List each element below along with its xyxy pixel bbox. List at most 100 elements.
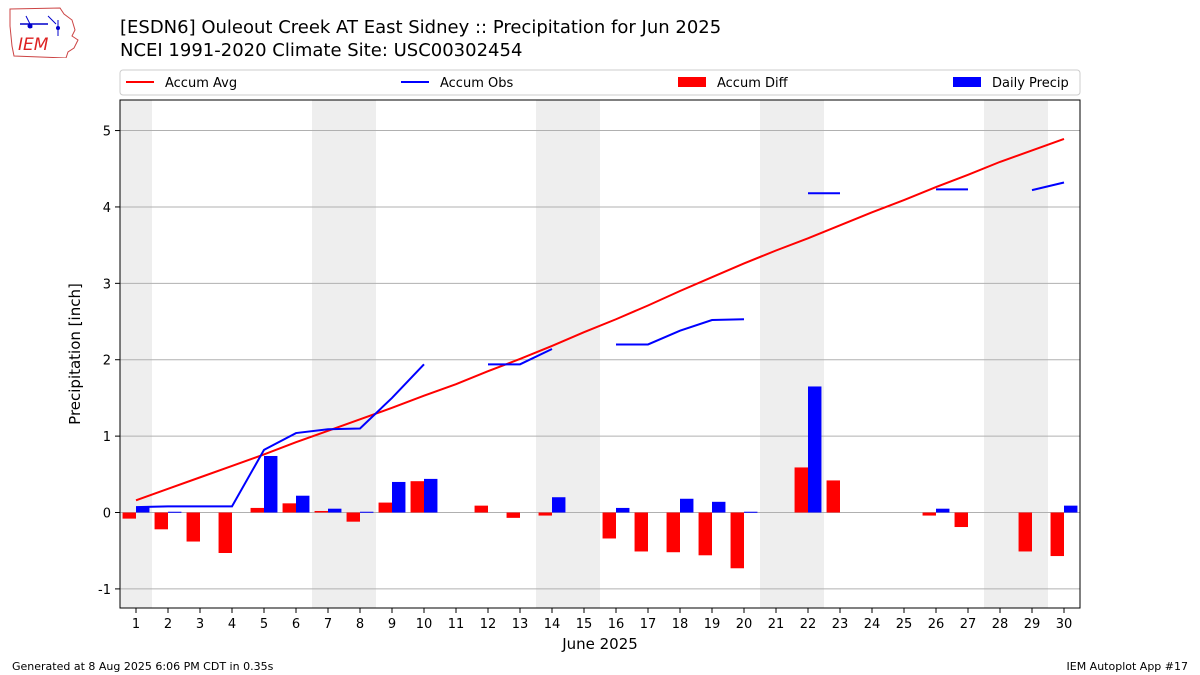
accum-diff-bar [538,512,552,516]
accum-diff-bar [634,512,648,552]
accum-obs-line [616,318,745,346]
x-tick-label: 21 [768,617,785,632]
x-tick-label: 12 [480,617,497,632]
accum-diff-bar [1018,512,1032,552]
y-axis-label: Precipitation [inch] [66,283,84,425]
chart-subtitle: NCEI 1991-2020 Climate Site: USC00302454 [120,40,523,61]
accum-obs-line [135,363,425,509]
x-tick-label: 2 [164,617,172,632]
daily-precip-bar [936,508,950,513]
accum-diff-bar [794,467,808,513]
accum-diff-bar [378,502,392,513]
x-tick-label: 8 [356,617,364,632]
x-tick-label: 27 [960,617,977,632]
x-tick-label: 14 [544,617,561,632]
x-tick-label: 28 [992,617,1009,632]
y-tick-label: -1 [98,583,111,598]
accum-diff-bar [250,507,264,513]
x-tick-label: 5 [260,617,268,632]
x-axis-label: June 2025 [561,635,638,653]
x-tick-label: 17 [640,617,657,632]
weekend-shade [760,100,792,608]
weekend-shade [344,100,376,608]
x-tick-label: 4 [228,617,236,632]
accum-obs-line [488,348,553,366]
accum-diff-bar [666,512,680,553]
x-tick-label: 1 [132,617,140,632]
x-tick-label: 25 [896,617,913,632]
x-tick-label: 15 [576,617,593,632]
daily-precip-bar [680,498,694,513]
x-tick-label: 7 [324,617,332,632]
accum-diff-bar [730,512,744,569]
daily-precip-bar [328,508,342,513]
accum-avg-line [135,138,1065,502]
daily-precip-bar [136,507,150,513]
accum-diff-bar [282,503,296,513]
daily-precip-bar [808,386,822,513]
iem-logo: IEM [8,6,80,59]
x-tick-label: 24 [864,617,881,632]
y-tick-label: 1 [103,430,111,445]
daily-precip-bar [616,507,630,513]
accum-diff-bar [698,512,712,556]
y-tick-label: 0 [103,507,111,522]
accum-diff-bar [186,512,200,542]
daily-precip-bar [744,511,758,513]
generated-note: Generated at 8 Aug 2025 6:06 PM CDT in 0… [12,660,274,673]
legend-swatch-bar [678,77,706,87]
accum-diff-bar [602,512,616,539]
accum-diff-bar [954,512,968,528]
x-tick-label: 29 [1024,617,1041,632]
plot-frame [119,99,1081,609]
chart-title: [ESDN6] Ouleout Creek AT East Sidney :: … [120,17,722,38]
daily-precip-bar [712,501,726,513]
daily-precip-bar [552,497,566,513]
accum-diff-bar [122,512,136,519]
accum-obs-line [1031,181,1065,192]
x-tick-label: 18 [672,617,689,632]
accum-diff-bar [314,510,328,513]
x-tick-label: 9 [388,617,396,632]
x-tick-label: 11 [448,617,465,632]
x-tick-label: 20 [736,617,753,632]
x-tick-label: 26 [928,617,945,632]
weekend-shade [120,100,152,608]
weekend-shade [312,100,344,608]
x-tick-label: 23 [832,617,849,632]
weekend-shade [984,100,1016,608]
x-tick-label: 13 [512,617,529,632]
legend-label: Daily Precip [992,76,1069,91]
y-tick-label: 4 [103,201,111,216]
x-tick-label: 10 [416,617,433,632]
x-tick-label: 22 [800,617,817,632]
y-tick-label: 3 [103,277,111,292]
daily-precip-bar [424,478,438,513]
daily-precip-bar [264,455,278,513]
accum-diff-bar [154,512,168,530]
legend-box [119,69,1081,96]
x-tick-label: 19 [704,617,721,632]
daily-precip-bar [168,511,182,513]
accum-diff-bar [346,512,360,522]
daily-precip-bar [1064,505,1078,513]
accum-diff-bar [826,480,840,513]
legend-label: Accum Diff [717,76,789,91]
legend-label: Accum Avg [165,76,237,91]
daily-precip-bar [392,481,406,513]
legend-label: Accum Obs [440,76,513,91]
x-tick-label: 30 [1056,617,1073,632]
y-tick-label: 2 [103,354,111,369]
accum-diff-bar [410,481,424,513]
legend-swatch-bar [953,77,981,87]
weekend-shade [792,100,824,608]
app-credit: IEM Autoplot App #17 [1066,660,1189,673]
x-tick-label: 6 [292,617,300,632]
daily-precip-bar [296,495,310,513]
weekend-shade [568,100,600,608]
accum-diff-bar [218,512,232,553]
accum-diff-bar [922,512,936,516]
accum-diff-bar [506,512,520,518]
x-tick-label: 3 [196,617,204,632]
